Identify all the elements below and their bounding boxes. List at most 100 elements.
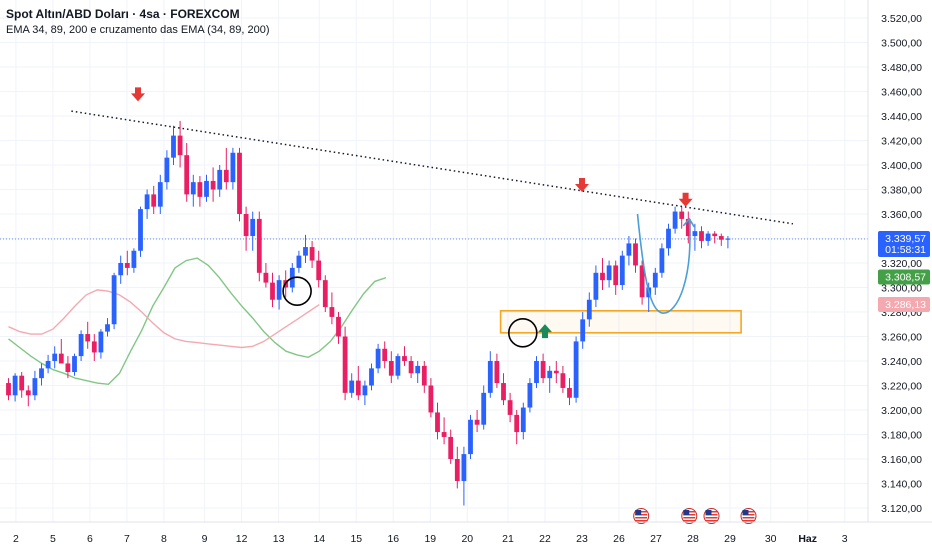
candle-body bbox=[494, 361, 500, 384]
candle-body bbox=[567, 387, 572, 398]
candle-body bbox=[593, 272, 599, 300]
x-tick-label: 14 bbox=[313, 533, 325, 545]
x-tick-label: 28 bbox=[687, 533, 699, 545]
candle-body bbox=[85, 334, 91, 342]
us-flag-icon bbox=[703, 508, 720, 524]
support-zone-box bbox=[499, 309, 742, 334]
symbol-title[interactable]: Spot Altın/ABD Doları · 4sa · FOREXCOM bbox=[6, 7, 240, 21]
grid bbox=[0, 0, 868, 522]
x-tick-label: 5 bbox=[50, 533, 56, 545]
candle-body bbox=[190, 182, 196, 195]
indicator-label[interactable]: EMA 34, 89, 200 e cruzamento das EMA (34… bbox=[6, 24, 270, 36]
candle-body bbox=[98, 331, 104, 353]
candle-body bbox=[197, 182, 203, 197]
candle-body bbox=[164, 157, 170, 183]
candle-body bbox=[204, 180, 209, 197]
candle-body bbox=[151, 194, 157, 207]
x-tick-label: 3 bbox=[842, 533, 848, 545]
countdown-label: 01:58:31 bbox=[885, 244, 926, 256]
candle-body bbox=[316, 260, 322, 281]
price-axis[interactable]: 3.120,00 3.140,00 3.160,00 3.180,00 3.200,00… bbox=[867, 0, 922, 522]
x-tick-label: 21 bbox=[502, 533, 514, 545]
candle-body bbox=[263, 272, 269, 283]
x-tick-label: 29 bbox=[724, 533, 736, 545]
x-tick-label: 6 bbox=[87, 533, 93, 545]
candle-body bbox=[362, 385, 368, 396]
candle-body bbox=[639, 265, 645, 298]
x-tick-label: 26 bbox=[613, 533, 625, 545]
y-tick-label: 3.320,00 bbox=[881, 258, 922, 270]
x-tick-label: 20 bbox=[461, 533, 473, 545]
candle-body bbox=[171, 135, 176, 158]
y-tick-label: 3.220,00 bbox=[881, 381, 922, 393]
candle-body bbox=[553, 370, 559, 374]
candle-body bbox=[712, 233, 718, 237]
x-tick-label: 15 bbox=[350, 533, 362, 545]
us-flag-icon bbox=[740, 508, 757, 524]
x-tick-label: 13 bbox=[273, 533, 285, 545]
candle-body bbox=[685, 218, 691, 237]
x-tick-label: 2 bbox=[13, 533, 19, 545]
candle-body bbox=[336, 316, 341, 337]
candle-body bbox=[177, 135, 183, 156]
x-tick-label: 7 bbox=[124, 533, 130, 545]
x-tick-label: 9 bbox=[202, 533, 208, 545]
candle-body bbox=[672, 211, 678, 229]
x-tick-label: 8 bbox=[161, 533, 167, 545]
candle-body bbox=[296, 255, 302, 268]
candle-body bbox=[6, 383, 11, 396]
candle-body bbox=[52, 353, 58, 361]
candle-body bbox=[705, 233, 711, 241]
candle-body bbox=[124, 263, 130, 268]
down-arrow-icon bbox=[131, 87, 145, 102]
candle-body bbox=[322, 280, 328, 308]
y-tick-label: 3.120,00 bbox=[881, 503, 922, 515]
y-tick-label: 3.520,00 bbox=[881, 13, 922, 25]
candle-body bbox=[626, 243, 632, 256]
y-tick-label: 3.380,00 bbox=[881, 185, 922, 197]
candle-body bbox=[520, 407, 526, 433]
candle-body bbox=[78, 334, 84, 357]
y-tick-label: 3.400,00 bbox=[881, 160, 922, 172]
candle-body bbox=[560, 373, 566, 388]
x-tick-label: Haz bbox=[798, 533, 817, 545]
y-tick-label: 3.440,00 bbox=[881, 111, 922, 123]
y-tick-label: 3.240,00 bbox=[881, 356, 922, 368]
candle-body bbox=[415, 365, 421, 374]
candle-body bbox=[487, 361, 493, 393]
candle-body bbox=[428, 385, 434, 413]
candle-body bbox=[355, 380, 361, 396]
down-arrow-icon bbox=[575, 178, 589, 193]
candle-body bbox=[12, 375, 18, 396]
candle-body bbox=[468, 419, 473, 455]
candle-body bbox=[111, 275, 117, 325]
candle-body bbox=[421, 365, 427, 386]
candle-body bbox=[573, 341, 579, 398]
up-arrow-icon bbox=[538, 324, 552, 339]
candle-body bbox=[256, 218, 262, 273]
ema-lines bbox=[8, 257, 387, 386]
x-tick-label: 19 bbox=[424, 533, 436, 545]
candle-body bbox=[474, 419, 480, 425]
y-tick-label: 3.260,00 bbox=[881, 332, 922, 344]
candle-body bbox=[230, 152, 236, 183]
crossover-circle bbox=[507, 318, 538, 348]
x-tick-label: 30 bbox=[765, 533, 777, 545]
resistance-trendline bbox=[71, 110, 794, 225]
candle-body bbox=[395, 356, 401, 376]
candle-body bbox=[91, 341, 97, 353]
candle-body bbox=[217, 169, 223, 190]
candle-body bbox=[586, 299, 592, 320]
candle-body bbox=[375, 348, 381, 369]
time-axis[interactable]: 2 5 6 7 8 9 12 13 14 15 16 19 20 21 22 23 26 27 28 29 30 Haz 3 bbox=[0, 521, 932, 545]
candle-body bbox=[600, 272, 605, 281]
x-tick-label: 12 bbox=[236, 533, 248, 545]
candle-body bbox=[481, 392, 487, 425]
price-tag: 3.286,13 bbox=[878, 296, 930, 312]
candle-body bbox=[435, 412, 440, 433]
candle-body bbox=[659, 248, 665, 273]
candle-body bbox=[250, 218, 256, 237]
candle-body bbox=[547, 370, 553, 379]
